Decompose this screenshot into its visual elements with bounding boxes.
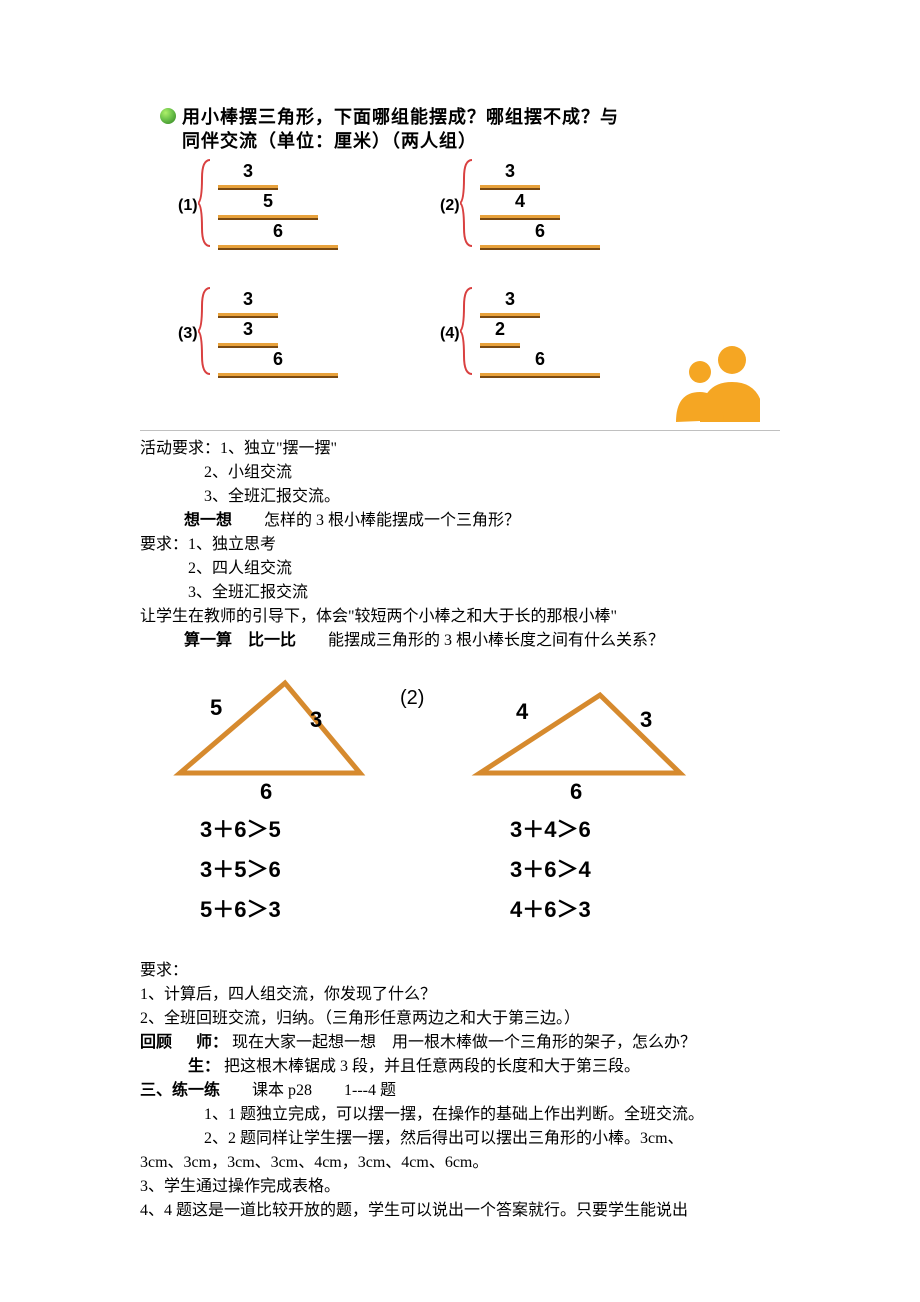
paren-2: (2)	[400, 683, 424, 713]
side-b: 3	[310, 703, 322, 736]
req-line3: 3、全班汇报交流	[140, 581, 780, 605]
stick-value: 6	[480, 346, 600, 373]
ineq-right-1: 3＋4＞6	[510, 813, 591, 846]
group-label: (2)	[440, 194, 460, 218]
ineq-right-2: 3＋6＞4	[510, 853, 591, 886]
side-base: 6	[260, 775, 272, 808]
review-teacher: 师：	[196, 1034, 228, 1051]
student-label: 生：	[188, 1058, 220, 1075]
req2-l2: 2、全班回班交流，归纳。（三角形任意两边之和大于第三边。）	[140, 1007, 780, 1031]
activity-line2: 2、小组交流	[140, 461, 780, 485]
stick-value: 3	[218, 286, 278, 313]
stick-value: 6	[480, 218, 600, 245]
practice-p2b: 3cm、3cm，3cm、3cm、4cm，3cm、4cm、6cm。	[140, 1151, 780, 1175]
group-label: (4)	[440, 322, 460, 346]
req-line2: 2、四人组交流	[140, 557, 780, 581]
stick-value: 4	[480, 188, 560, 215]
practice-p1: 1、1 题独立完成，可以摆一摆，在操作的基础上作出判断。全班交流。	[140, 1103, 780, 1127]
triangle-right: 4 3 6	[470, 683, 690, 783]
slide-triangles: 5 3 6 (2) 4 3 6 3＋6＞5 3＋5＞6 5＋6＞3 3＋4＞6 …	[140, 663, 780, 953]
think-label: 想一想	[184, 512, 232, 529]
triangle-icon	[170, 673, 370, 783]
side-a: 4	[516, 695, 528, 728]
brace-icon	[460, 286, 474, 376]
stick-value: 3	[480, 158, 540, 185]
side-b: 3	[640, 703, 652, 736]
bullet-icon	[160, 108, 176, 124]
practice-header: 三、练一练 课本 p28 1---4 题	[140, 1079, 780, 1103]
practice-p4: 4、4 题这是一道比较开放的题，学生可以说出一个答案就行。只要学生能说出	[140, 1199, 780, 1223]
stick-bar	[480, 373, 600, 378]
req2-l1: 1、计算后，四人组交流，你发现了什么？	[140, 983, 780, 1007]
slide1-title-line2: 同伴交流（单位：厘米）（两人组）	[182, 128, 477, 155]
group-label: (1)	[178, 194, 198, 218]
calc-label: 算一算 比一比	[184, 632, 296, 649]
brace-icon	[198, 158, 212, 248]
practice-label: 三、练一练	[140, 1082, 220, 1099]
people-silhouette-icon	[670, 342, 760, 422]
activity-line3: 3、全班汇报交流。	[140, 485, 780, 509]
stick-value: 5	[218, 188, 318, 215]
side-base: 6	[570, 775, 582, 808]
practice-p2a: 2、2 题同样让学生摆一摆，然后得出可以摆出三角形的小棒。3cm、	[140, 1127, 780, 1151]
review-label: 回顾	[140, 1034, 172, 1051]
guide-line: 让学生在教师的引导下，体会"较短两个小棒之和大于长的那根小棒"	[140, 605, 780, 629]
stick-value: 2	[480, 316, 520, 343]
slide1-title-line1: 用小棒摆三角形，下面哪组能摆成？哪组摆不成？与	[182, 104, 619, 131]
review-question: 现在大家一起想一想 用一根木棒做一个三角形的架子，怎么办？	[232, 1034, 696, 1051]
ineq-right-3: 4＋6＞3	[510, 893, 591, 926]
ineq-left-2: 3＋5＞6	[200, 853, 281, 886]
think-question: 怎样的 3 根小棒能摆成一个三角形？	[264, 512, 520, 529]
req2-header: 要求：	[140, 959, 780, 983]
brace-icon	[198, 286, 212, 376]
side-a: 5	[210, 691, 222, 724]
student-line: 生： 把这根木棒锯成 3 段，并且任意两段的长度和大于第三段。	[140, 1055, 780, 1079]
req-header: 要求：1、独立思考	[140, 533, 780, 557]
stick-bar	[218, 245, 338, 250]
think-line: 想一想 怎样的 3 根小棒能摆成一个三角形？	[140, 509, 780, 533]
slide-sticks: 用小棒摆三角形，下面哪组能摆成？哪组摆不成？与 同伴交流（单位：厘米）（两人组）…	[140, 100, 780, 431]
group-label: (3)	[178, 322, 198, 346]
stick-bar	[480, 245, 600, 250]
review-line: 回顾 师： 现在大家一起想一想 用一根木棒做一个三角形的架子，怎么办？	[140, 1031, 780, 1055]
stick-bar	[218, 373, 338, 378]
ineq-left-1: 3＋6＞5	[200, 813, 281, 846]
practice-p3: 3、学生通过操作完成表格。	[140, 1175, 780, 1199]
ineq-left-3: 5＋6＞3	[200, 893, 281, 926]
stick-value: 6	[218, 218, 338, 245]
triangle-left: 5 3 6	[170, 673, 370, 783]
triangle-icon	[470, 683, 690, 783]
stick-value: 3	[218, 158, 278, 185]
practice-ref: 课本 p28 1---4 题	[252, 1082, 396, 1099]
activity-header: 活动要求：1、独立"摆一摆"	[140, 437, 780, 461]
calc-line: 算一算 比一比 能摆成三角形的 3 根小棒长度之间有什么关系？	[140, 629, 780, 653]
calc-question: 能摆成三角形的 3 根小棒长度之间有什么关系？	[328, 632, 664, 649]
student-answer: 把这根木棒锯成 3 段，并且任意两段的长度和大于第三段。	[224, 1058, 640, 1075]
stick-value: 6	[218, 346, 338, 373]
brace-icon	[460, 158, 474, 248]
stick-value: 3	[218, 316, 278, 343]
stick-value: 3	[480, 286, 540, 313]
